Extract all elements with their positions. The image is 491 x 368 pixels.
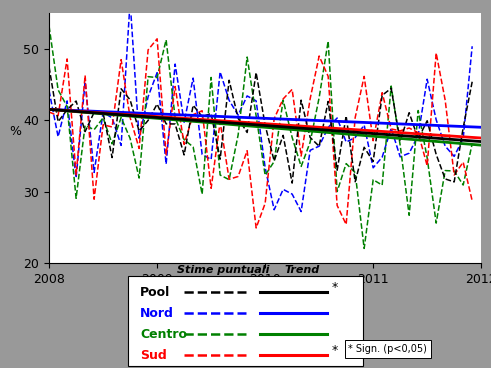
Text: Stime puntuali: Stime puntuali	[177, 265, 270, 276]
Text: * Sign. (p<0,05): * Sign. (p<0,05)	[349, 344, 427, 354]
Text: Trend: Trend	[284, 265, 320, 276]
FancyBboxPatch shape	[128, 276, 363, 366]
Text: *: *	[331, 344, 338, 357]
Text: *: *	[331, 281, 338, 294]
Text: Centro: Centro	[140, 328, 187, 341]
Y-axis label: %: %	[9, 125, 21, 138]
Text: Nord: Nord	[140, 307, 174, 320]
Text: Sud: Sud	[140, 349, 166, 362]
Text: Pool: Pool	[140, 286, 170, 299]
